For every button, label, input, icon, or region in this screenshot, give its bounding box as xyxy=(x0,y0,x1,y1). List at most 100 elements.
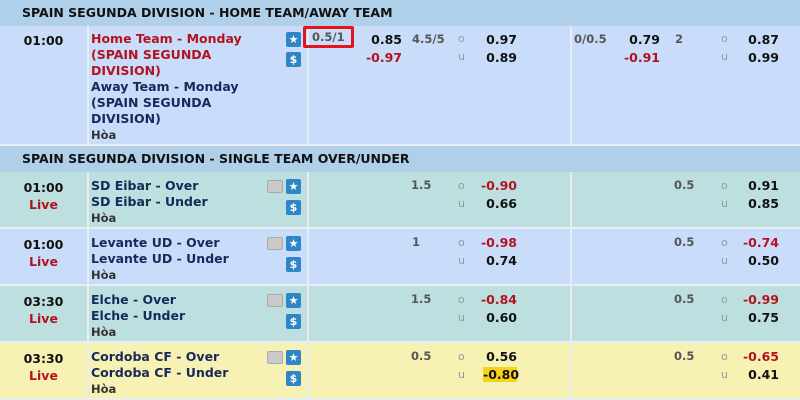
draw-label: Hòa xyxy=(91,128,117,142)
draw-label: Hòa xyxy=(91,382,117,396)
h1-over-label: o xyxy=(721,293,728,306)
under-odds[interactable]: 0.66 xyxy=(486,196,517,211)
ou-row: 01:00 Live Levante UD - Over Levante UD … xyxy=(0,229,800,286)
bet-dollar-icon[interactable]: $ xyxy=(286,257,301,272)
tv-icon[interactable] xyxy=(267,294,283,307)
match-time: 01:00 xyxy=(23,237,64,252)
h1-under-odds[interactable]: 0.41 xyxy=(748,367,779,382)
over-odds[interactable]: 0.56 xyxy=(486,349,517,364)
h1-over-odds[interactable]: 0.91 xyxy=(748,178,779,193)
ou-row: 03:30 Live Cordoba CF - Over Cordoba CF … xyxy=(0,343,800,400)
favorite-star-icon[interactable]: ★ xyxy=(286,179,301,194)
h1-home-odds[interactable]: 0.79 xyxy=(629,32,660,47)
over-label: o xyxy=(458,293,465,306)
h1-over-label: o xyxy=(721,179,728,192)
h1-under-odds[interactable]: 0.75 xyxy=(748,310,779,325)
h1-handicap-line: 0/0.5 xyxy=(574,32,607,46)
tv-icon[interactable] xyxy=(267,180,283,193)
tv-icon[interactable] xyxy=(267,351,283,364)
under-odds[interactable]: 0.60 xyxy=(486,310,517,325)
home-odds[interactable]: 0.85 xyxy=(371,32,402,47)
handicap-line[interactable]: 0.5/1 xyxy=(303,26,354,48)
under-team[interactable]: SD Eibar - Under xyxy=(91,194,208,209)
favorite-star-icon[interactable]: ★ xyxy=(286,293,301,308)
bet-dollar-icon[interactable]: $ xyxy=(286,52,301,67)
over-label: o xyxy=(458,32,465,45)
h1-under-label: u xyxy=(721,368,728,381)
live-status: Live xyxy=(29,311,58,326)
under-odds[interactable]: 0.74 xyxy=(486,253,517,268)
h1-under-label: u xyxy=(721,311,728,324)
h1-under-label: u xyxy=(721,197,728,210)
draw-label: Hòa xyxy=(91,211,117,225)
over-team[interactable]: Cordoba CF - Over xyxy=(91,349,220,364)
h1-under-label: u xyxy=(721,50,728,63)
under-label: u xyxy=(458,368,465,381)
ou-line: 1 xyxy=(412,235,421,249)
h1-over-label: o xyxy=(721,236,728,249)
under-team[interactable]: Levante UD - Under xyxy=(91,251,229,266)
over-team[interactable]: Elche - Over xyxy=(91,292,176,307)
h1-under-odds[interactable]: 0.99 xyxy=(748,50,779,65)
section-header: SPAIN SEGUNDA DIVISION - HOME TEAM/AWAY … xyxy=(0,0,800,26)
bet-dollar-icon[interactable]: $ xyxy=(286,371,301,386)
h1-ou-line: 0.5 xyxy=(674,349,695,363)
away-team[interactable]: Away Team - Monday (SPAIN SEGUNDA DIVISI… xyxy=(91,79,239,126)
under-label: u xyxy=(458,50,465,63)
under-team[interactable]: Cordoba CF - Under xyxy=(91,365,229,380)
tv-icon[interactable] xyxy=(267,237,283,250)
h1-over-odds[interactable]: -0.65 xyxy=(742,349,779,364)
ou-row: 03:30 Live Elche - Over Elche - Under Hò… xyxy=(0,286,800,343)
under-label: u xyxy=(458,197,465,210)
section-header: SPAIN SEGUNDA DIVISION - SINGLE TEAM OVE… xyxy=(0,146,800,172)
draw-label: Hòa xyxy=(91,268,117,282)
over-label: o xyxy=(458,350,465,363)
over-odds[interactable]: -0.84 xyxy=(480,292,517,307)
over-odds[interactable]: -0.90 xyxy=(480,178,517,193)
under-odds[interactable]: 0.89 xyxy=(486,50,517,65)
home-team[interactable]: Home Team - Monday (SPAIN SEGUNDA DIVISI… xyxy=(91,31,242,78)
ou-line: 1.5 xyxy=(411,292,432,306)
h1-over-odds[interactable]: 0.87 xyxy=(748,32,779,47)
bet-dollar-icon[interactable]: $ xyxy=(286,200,301,215)
h1-ou-line: 0.5 xyxy=(674,235,695,249)
over-odds[interactable]: -0.98 xyxy=(480,235,517,250)
under-team[interactable]: Elche - Under xyxy=(91,308,186,323)
h1-over-odds[interactable]: -0.74 xyxy=(742,235,779,250)
over-label: o xyxy=(458,236,465,249)
draw-label: Hòa xyxy=(91,325,117,339)
live-status: Live xyxy=(29,254,58,269)
h1-over-odds[interactable]: -0.99 xyxy=(742,292,779,307)
h1-over-label: o xyxy=(721,32,728,45)
h1-under-odds[interactable]: 0.85 xyxy=(748,196,779,211)
h1-over-label: o xyxy=(721,350,728,363)
live-status: Live xyxy=(29,197,58,212)
match-time: 03:30 xyxy=(23,294,64,309)
favorite-star-icon[interactable]: ★ xyxy=(286,236,301,251)
favorite-star-icon[interactable]: ★ xyxy=(286,350,301,365)
h1-away-odds[interactable]: -0.91 xyxy=(623,50,660,65)
h1-ou-line: 0.5 xyxy=(674,292,695,306)
match-time: 01:00 xyxy=(23,33,64,48)
ou-row: 01:00 Live SD Eibar - Over SD Eibar - Un… xyxy=(0,172,800,229)
h1-ou-line: 2 xyxy=(675,32,684,46)
over-team[interactable]: Levante UD - Over xyxy=(91,235,220,250)
match-time: 03:30 xyxy=(23,351,64,366)
ou-line: 0.5 xyxy=(411,349,432,363)
over-odds[interactable]: 0.97 xyxy=(486,32,517,47)
under-odds[interactable]: -0.80 xyxy=(483,367,520,382)
under-label: u xyxy=(458,254,465,267)
h1-under-odds[interactable]: 0.50 xyxy=(748,253,779,268)
away-odds[interactable]: -0.97 xyxy=(365,50,402,65)
h1-ou-line: 0.5 xyxy=(674,178,695,192)
h1-under-label: u xyxy=(721,254,728,267)
live-status: Live xyxy=(29,368,58,383)
ou-line: 4.5/5 xyxy=(412,32,445,46)
ou-line: 1.5 xyxy=(411,178,432,192)
over-team[interactable]: SD Eibar - Over xyxy=(91,178,199,193)
favorite-star-icon[interactable]: ★ xyxy=(286,32,301,47)
match-row: 01:00 Home Team - Monday (SPAIN SEGUNDA … xyxy=(0,26,800,146)
bet-dollar-icon[interactable]: $ xyxy=(286,314,301,329)
over-label: o xyxy=(458,179,465,192)
match-time: 01:00 xyxy=(23,180,64,195)
